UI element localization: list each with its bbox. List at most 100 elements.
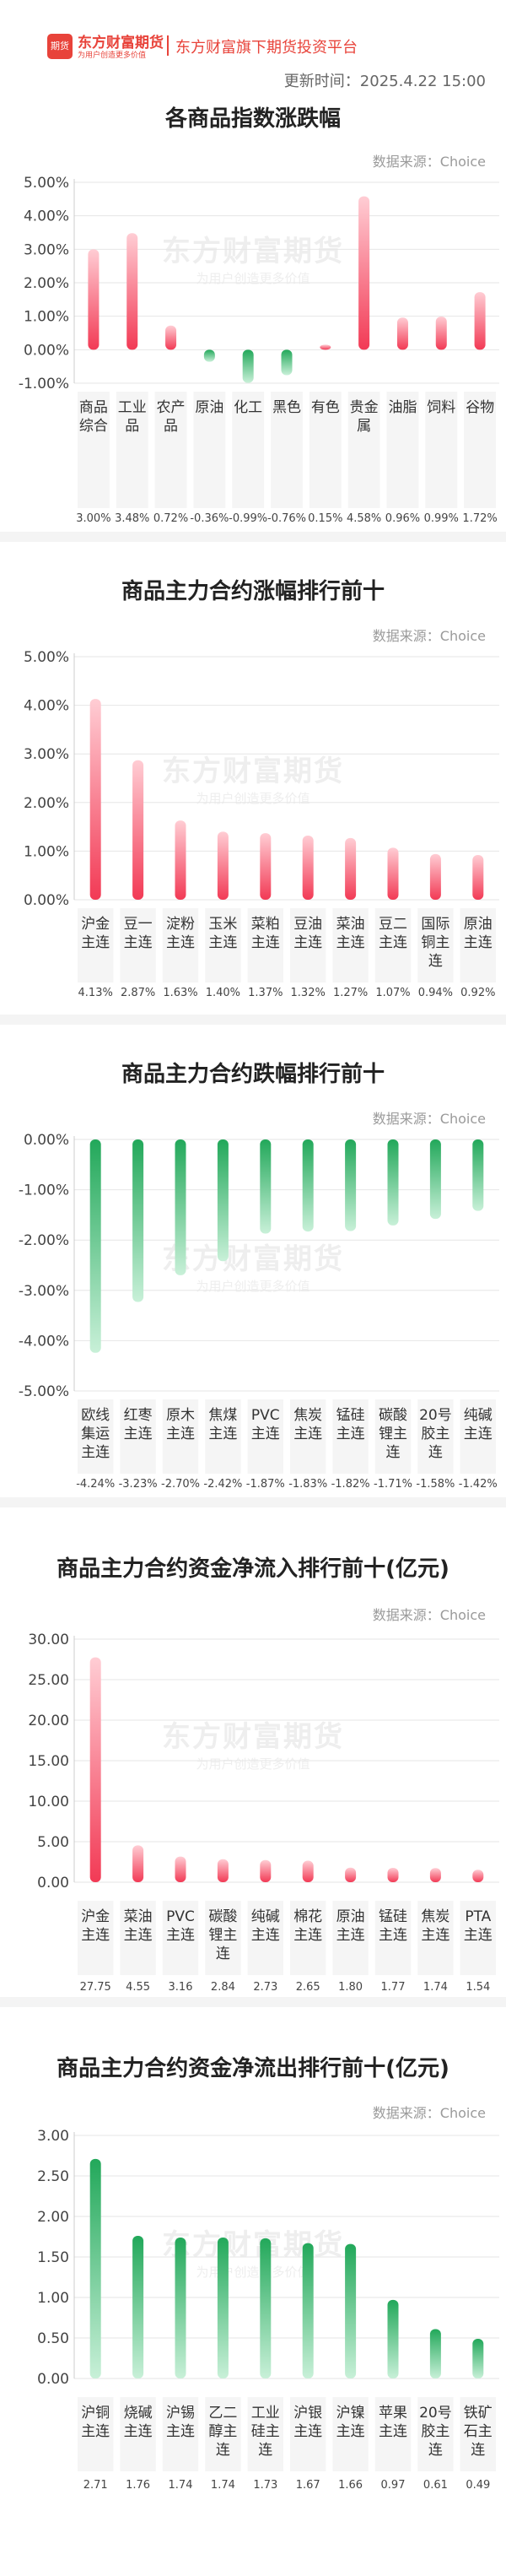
- platform-title: 东方财富旗下期货投资平台: [175, 39, 358, 57]
- value-label: 0.99%: [424, 512, 459, 525]
- category-label-bg: [247, 908, 283, 982]
- category-label-bg: [205, 2397, 241, 2471]
- y-tick-label: 2.50: [37, 2168, 69, 2185]
- category-label-bg: [332, 1399, 369, 1474]
- bar: [126, 233, 138, 350]
- value-label: -0.36%: [190, 512, 229, 525]
- bar: [345, 837, 357, 900]
- category-label-bg: [417, 1901, 454, 1975]
- data-source: 数据来源：Choice: [372, 154, 486, 170]
- data-source: 数据来源：Choice: [372, 2105, 486, 2121]
- data-source: 数据来源：Choice: [372, 1607, 486, 1623]
- value-label: 0.96%: [385, 512, 420, 525]
- bar: [429, 853, 441, 900]
- category-label-bg: [162, 908, 199, 982]
- category-label: 农产品: [157, 399, 186, 435]
- chart-net-inflow: 30.00 25.00 20.00 15.00 10.00 5.00 0.00 沪金主连 27.…: [28, 1632, 499, 1994]
- y-tick-label: 1.00%: [24, 309, 69, 326]
- value-label: 4.58%: [347, 512, 381, 525]
- value-label: 1.74: [169, 2479, 193, 2492]
- category-label: 菜粕主连: [251, 916, 280, 951]
- category-label-bg: [290, 1901, 326, 1975]
- y-tick-label: 0.50: [37, 2330, 69, 2347]
- bar: [175, 2237, 186, 2378]
- category-label: 20号胶主连: [419, 1407, 452, 1461]
- category-label: 工业硅主连: [251, 2405, 280, 2459]
- category-label: 铁矿石主连: [464, 2405, 493, 2459]
- category-label-bg: [120, 908, 156, 982]
- y-tick-label: -5.00%: [19, 1383, 69, 1400]
- y-tick-label: 10.00: [28, 1794, 69, 1810]
- value-label: 1.72%: [462, 512, 497, 525]
- value-label: -4.24%: [76, 1478, 115, 1491]
- category-label-bg: [374, 2397, 412, 2471]
- category-label: 纯碱主连: [464, 1407, 493, 1442]
- value-label: 1.77: [381, 1981, 406, 1994]
- category-label: 油脂: [388, 399, 417, 416]
- category-label: 锰硅主连: [379, 1908, 407, 1944]
- value-label: 2.87%: [121, 987, 155, 999]
- value-label: 0.92%: [460, 987, 495, 999]
- bar: [217, 1859, 229, 1882]
- value-label: 1.40%: [206, 987, 240, 999]
- value-label: -1.87%: [246, 1478, 285, 1491]
- bar: [260, 2238, 272, 2378]
- category-label-bg: [78, 908, 114, 982]
- value-label: -1.58%: [416, 1478, 455, 1491]
- section-top-losers: 商品主力合约跌幅排行前十 数据来源：Choice 东方财富期货 为用户创造更多价值…: [0, 1025, 506, 1497]
- category-label: 沪铜主连: [81, 2405, 110, 2440]
- category-label: 沪金主连: [81, 1908, 110, 1944]
- value-label: -2.42%: [203, 1478, 242, 1491]
- bar: [242, 349, 254, 383]
- category-label: 玉米主连: [208, 916, 237, 951]
- bar: [387, 1868, 399, 1882]
- y-tick-label: 0.00%: [24, 342, 69, 359]
- value-label: 1.80: [338, 1981, 363, 1994]
- category-label: 沪银主连: [293, 2405, 322, 2440]
- value-label: 3.16: [169, 1981, 193, 1994]
- brand-logo-icon: 期货: [47, 34, 73, 59]
- y-tick-label: 4.00%: [24, 698, 69, 715]
- value-label: 1.66: [338, 2479, 363, 2492]
- category-label: 豆二主连: [379, 916, 407, 951]
- bar: [345, 1867, 357, 1882]
- value-label: 2.71: [83, 2479, 108, 2492]
- y-tick-label: 0.00: [37, 2371, 69, 2388]
- value-label: -1.42%: [459, 1478, 498, 1491]
- bar: [132, 1139, 144, 1302]
- bar: [358, 196, 370, 350]
- bar: [472, 855, 484, 900]
- category-label-bg: [78, 2397, 114, 2471]
- value-label: -3.23%: [119, 1478, 158, 1491]
- section-net-inflow: 商品主力合约资金净流入排行前十(亿元) 数据来源：Choice 东方财富期货 为用…: [0, 1507, 506, 1997]
- header-divider: [167, 35, 169, 56]
- bar: [132, 760, 144, 900]
- y-tick-label: -1.00%: [19, 1182, 69, 1199]
- category-label-bg: [247, 1901, 283, 1975]
- category-label-bg: [154, 392, 187, 508]
- section-divider: [0, 532, 506, 542]
- y-tick-label: -3.00%: [19, 1283, 69, 1300]
- bar: [132, 1845, 144, 1882]
- category-label: 原油主连: [336, 1908, 365, 1944]
- value-label: 4.55: [126, 1981, 150, 1994]
- bar: [89, 2158, 101, 2378]
- update-time: 更新时间：2025.4.22 15:00: [283, 73, 486, 90]
- data-source: 数据来源：Choice: [372, 1111, 486, 1127]
- category-label: 沪金主连: [81, 916, 110, 951]
- value-label: 4.13%: [78, 987, 113, 999]
- category-label: 欧线集运主连: [81, 1407, 110, 1461]
- value-label: 1.37%: [248, 987, 283, 999]
- category-label: 贵金属: [350, 399, 379, 435]
- value-label: 1.32%: [291, 987, 326, 999]
- bar: [89, 1139, 101, 1353]
- category-label: PVC 主连: [251, 1407, 280, 1442]
- category-label-bg: [460, 908, 496, 982]
- category-label-bg: [78, 1399, 114, 1474]
- bar: [474, 292, 486, 350]
- value-label: 1.74: [423, 1981, 448, 1994]
- bar: [132, 2236, 144, 2378]
- category-label-bg: [162, 1901, 199, 1975]
- category-label-bg: [162, 1399, 199, 1474]
- value-label: 1.73: [253, 2479, 277, 2492]
